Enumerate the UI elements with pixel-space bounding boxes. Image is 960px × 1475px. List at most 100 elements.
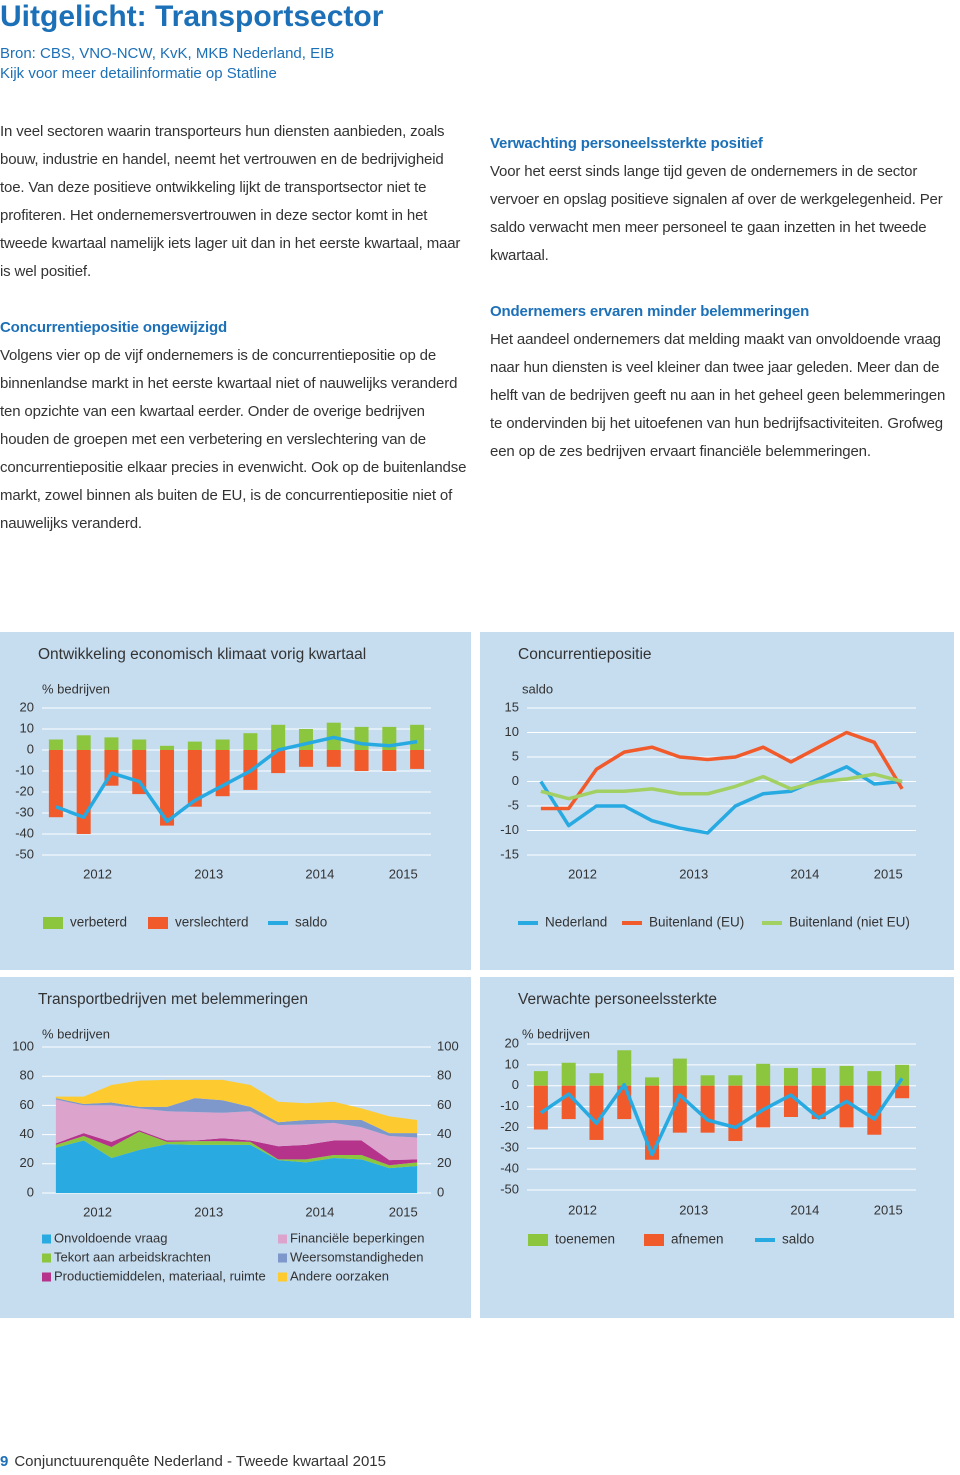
bar xyxy=(354,726,369,750)
x-tick-label: 2014 xyxy=(790,866,819,881)
legend-label: Nederland xyxy=(545,915,607,930)
y-tick-label: -30 xyxy=(500,1140,519,1155)
x-tick-label: 2013 xyxy=(679,866,708,881)
bar xyxy=(160,745,175,750)
source: Bron: CBS, VNO-NCW, KvK, MKB Nederland, … xyxy=(0,45,335,62)
x-tick-label: 2013 xyxy=(194,866,223,881)
paragraph: Volgens vier op de vijf ondernemers is d… xyxy=(0,347,467,532)
legend-swatch xyxy=(644,1234,664,1246)
paragraph: Voor het eerst sinds lange tijd geven de… xyxy=(490,163,943,264)
legend-label: afnemen xyxy=(671,1232,724,1247)
bar xyxy=(589,1073,604,1086)
y-tick-label: 20 xyxy=(20,699,34,714)
bar xyxy=(700,1085,715,1133)
y-tick-label: -10 xyxy=(500,1098,519,1113)
y2-tick-label: 80 xyxy=(437,1068,451,1083)
bar xyxy=(271,724,286,750)
bar xyxy=(410,750,425,769)
chart-panel xyxy=(480,977,954,1318)
legend-swatch xyxy=(528,1234,548,1246)
y-tick-label: -50 xyxy=(15,846,34,861)
bar xyxy=(561,1085,576,1120)
bar xyxy=(867,1071,882,1086)
bar xyxy=(756,1063,771,1086)
bar xyxy=(867,1085,882,1135)
bar xyxy=(645,1077,660,1086)
bar xyxy=(132,750,147,795)
y2-tick-label: 0 xyxy=(437,1184,444,1199)
y-tick-label: 15 xyxy=(505,699,519,714)
y2-tick-label: 40 xyxy=(437,1126,451,1141)
x-tick-label: 2012 xyxy=(83,1204,112,1219)
bar xyxy=(160,750,175,826)
paragraph: In veel sectoren waarin transporteurs hu… xyxy=(0,123,461,280)
x-tick-label: 2014 xyxy=(305,1204,334,1219)
bar xyxy=(645,1085,660,1160)
bar xyxy=(382,750,397,771)
bar xyxy=(132,739,147,750)
x-tick-label: 2014 xyxy=(305,866,334,881)
bar xyxy=(243,733,258,750)
area xyxy=(55,1099,418,1161)
y-tick-label: 80 xyxy=(20,1068,34,1083)
bar xyxy=(728,1075,743,1086)
y-tick-label: 0 xyxy=(512,773,519,788)
bar xyxy=(187,741,202,750)
bar xyxy=(811,1085,826,1120)
line xyxy=(540,730,904,811)
paragraph: Het aandeel ondernemers dat melding maak… xyxy=(490,331,946,460)
bar xyxy=(589,1085,604,1140)
section-heading: Concurrentiepositie ongewijzigd xyxy=(0,319,228,336)
bar xyxy=(533,1085,548,1130)
right-column: Verwachting personeelssterkte positief V… xyxy=(490,130,958,494)
legend-swatch xyxy=(42,1234,51,1244)
chart-title: Concurrentiepositie xyxy=(518,646,652,663)
bar xyxy=(76,750,91,834)
x-tick-label: 2012 xyxy=(568,866,597,881)
bar xyxy=(700,1075,715,1086)
legend-label: Weersomstandigheden xyxy=(290,1249,423,1264)
bar xyxy=(839,1085,854,1128)
y-tick-label: -30 xyxy=(15,804,34,819)
legend-label: verbeterd xyxy=(70,915,127,930)
x-tick-label: 2012 xyxy=(83,866,112,881)
bar xyxy=(617,1050,632,1086)
legend-swatch xyxy=(42,1272,51,1282)
area xyxy=(55,1131,418,1169)
y-axis-label: % bedrijven xyxy=(522,1026,590,1041)
legend-swatch xyxy=(42,1253,51,1263)
y2-tick-label: 60 xyxy=(437,1097,451,1112)
y-tick-label: 60 xyxy=(20,1097,34,1112)
legend-swatch xyxy=(278,1253,287,1263)
legend-label: Buitenland (niet EU) xyxy=(789,915,910,930)
bar xyxy=(811,1067,826,1086)
legend-label: saldo xyxy=(295,915,327,930)
x-tick-label: 2015 xyxy=(389,1204,418,1219)
section-heading: Verwachting personeelssterkte positief xyxy=(490,135,763,152)
bar xyxy=(215,739,230,750)
bar xyxy=(895,1085,910,1099)
bar xyxy=(354,750,369,771)
bar xyxy=(672,1058,687,1086)
y-tick-label: 20 xyxy=(505,1035,519,1050)
legend-label: toenemen xyxy=(555,1232,615,1247)
area xyxy=(55,1130,418,1166)
bar xyxy=(298,729,313,750)
bar xyxy=(839,1065,854,1086)
bar xyxy=(326,750,341,767)
bar xyxy=(783,1085,798,1117)
y-tick-label: -20 xyxy=(15,783,34,798)
line xyxy=(540,772,903,801)
x-tick-label: 2013 xyxy=(194,1204,223,1219)
x-tick-label: 2015 xyxy=(389,866,418,881)
bar xyxy=(48,750,63,818)
y-tick-label: 10 xyxy=(20,720,34,735)
y-tick-label: 5 xyxy=(512,748,519,763)
y2-tick-label: 20 xyxy=(437,1155,451,1170)
y-tick-label: -10 xyxy=(15,762,34,777)
chart-panel xyxy=(480,632,954,970)
legend-swatch xyxy=(148,917,168,929)
y-axis-label: % bedrijven xyxy=(42,1026,110,1041)
legend-label: Financiële beperkingen xyxy=(290,1230,424,1245)
